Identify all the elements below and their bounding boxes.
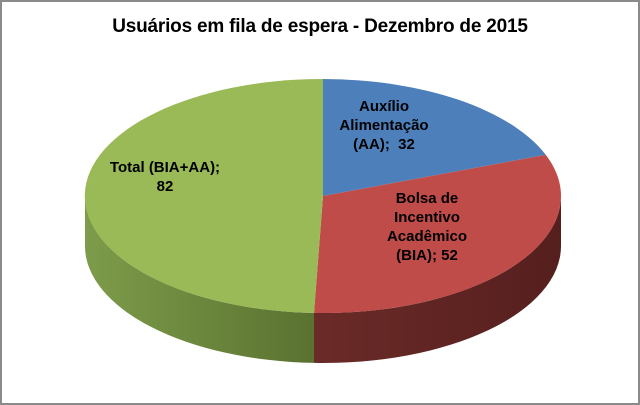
slice-label-line: Acadêmico	[386, 228, 468, 245]
slice-label-total: Total (BIA+AA); 82	[110, 158, 220, 196]
slice-label-line: 82	[156, 178, 174, 195]
chart-title: Usuários em fila de espera - Dezembro de…	[112, 16, 528, 37]
slice-label-line: Auxílio	[358, 98, 410, 115]
pie-slice-aa-top	[323, 79, 546, 196]
pie-slice-bia-top	[313, 154, 562, 314]
slice-label-bia: Bolsa de Incentivo Acadêmico (BIA); 52	[387, 189, 467, 265]
slice-label-line: (BIA); 52	[396, 247, 458, 264]
slice-label-line: Incentivo	[394, 209, 460, 226]
pie-slice-bia-side	[313, 196, 561, 364]
slice-label-line: Bolsa de	[395, 190, 459, 207]
pie-slice-total-top	[84, 78, 324, 313]
slice-label-line: Alimentação	[339, 117, 429, 134]
pie-slice-total-side	[85, 196, 314, 363]
slice-label-line: Total (BIA+AA);	[109, 159, 221, 176]
slice-label-line: (AA); 32	[353, 136, 415, 153]
slice-label-aa: Auxílio Alimentação (AA); 32	[339, 97, 428, 154]
